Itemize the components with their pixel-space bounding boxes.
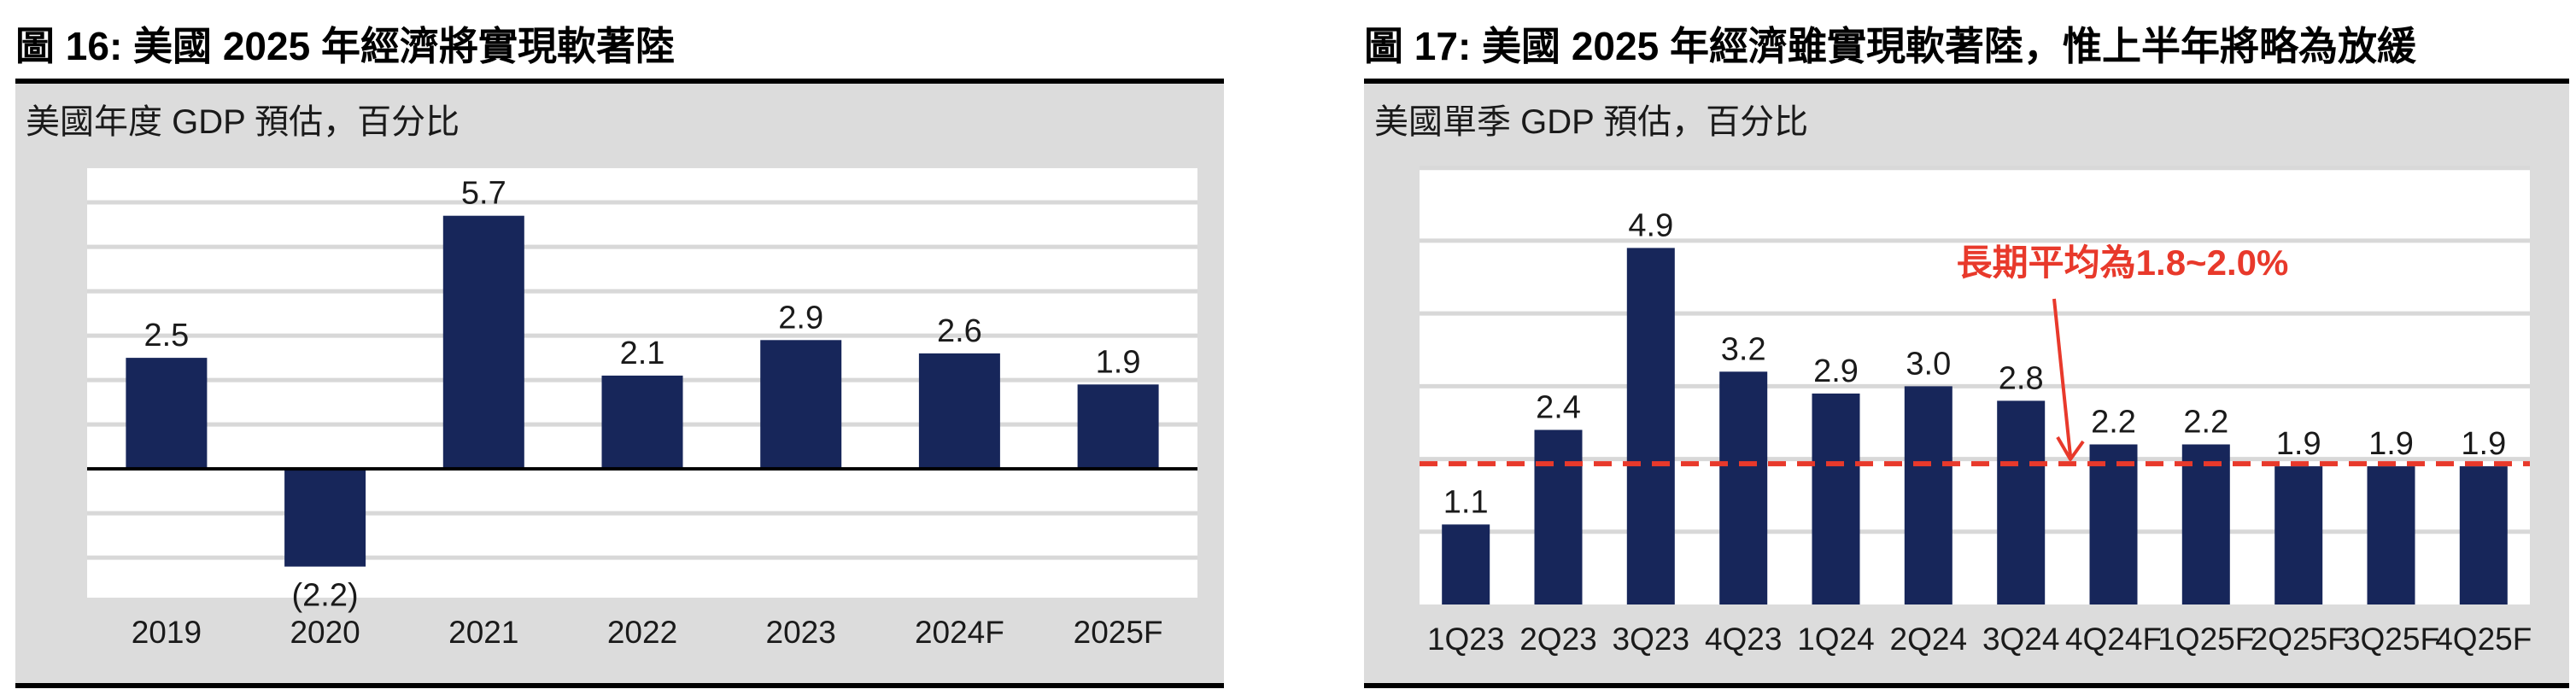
figure-17-chart-area: 美國單季 GDP 預估，百分比 1.1 2.4 4.9 3.2 2.9 3.0 2.8 2.2… xyxy=(1364,84,2569,688)
value-label: 5.7 xyxy=(461,176,506,212)
bar-3Q25F xyxy=(2367,466,2415,604)
bar-2022 xyxy=(601,375,683,470)
figure-16-header-rule xyxy=(15,79,1224,84)
x-axis-label: 2Q24 xyxy=(1890,622,1968,657)
annotation-arrow xyxy=(2052,298,2072,457)
x-axis-label: 2023 xyxy=(766,615,836,650)
figure-17-header-rule xyxy=(1364,79,2569,84)
x-axis-label: 1Q23 xyxy=(1427,622,1505,657)
value-label: 2.5 xyxy=(143,318,189,353)
bar-3Q23 xyxy=(1626,248,1675,604)
x-axis-label: 1Q24 xyxy=(1797,622,1875,657)
bar-3Q24 xyxy=(1997,400,2046,604)
value-label: (2.2) xyxy=(292,578,359,614)
bar-4Q25F xyxy=(2459,466,2508,604)
value-label: 1.1 xyxy=(1443,484,1489,520)
bar-2Q25F xyxy=(2274,466,2323,604)
figure-16-chart-area: 美國年度 GDP 預估，百分比 2.5 (2.2) 5.7 2.1 2.9 2.6 1.9 2… xyxy=(15,84,1224,688)
value-label: 1.9 xyxy=(1096,344,1141,380)
figure-17-subtitle: 美國單季 GDP 預估，百分比 xyxy=(1374,103,1809,141)
bar-2019 xyxy=(126,358,208,470)
value-label: 2.9 xyxy=(778,300,823,336)
value-label: 2.9 xyxy=(1813,353,1859,389)
value-label: 1.9 xyxy=(2276,426,2321,462)
x-axis-label: 4Q25F xyxy=(2435,622,2532,657)
x-axis-label: 2021 xyxy=(448,615,518,650)
value-label: 2.2 xyxy=(2183,405,2228,441)
x-axis-label: 2020 xyxy=(290,615,360,650)
x-axis-label: 3Q24 xyxy=(1982,622,2060,657)
x-axis-label: 1Q25F xyxy=(2157,622,2254,657)
value-label: 2.1 xyxy=(620,336,665,371)
figure-16-title: 圖 16: 美國 2025 年經濟將實現軟著陸 xyxy=(15,24,675,68)
bar-2021 xyxy=(442,215,524,470)
x-axis-label: 3Q23 xyxy=(1613,622,1690,657)
x-axis-label: 2019 xyxy=(132,615,202,650)
x-axis-label: 4Q24F xyxy=(2065,622,2162,657)
value-label: 1.9 xyxy=(2461,426,2506,462)
bar-4Q24F xyxy=(2089,444,2138,604)
figure-17-panel: 圖 17: 美國 2025 年經濟雖實現軟著陸，惟上半年將略為放緩 美國單季 G… xyxy=(1364,0,2569,695)
bar-2Q23 xyxy=(1534,429,1583,604)
x-axis-label: 2Q25F xyxy=(2251,622,2347,657)
reference-line-annotation: 長期平均為1.8~2.0% xyxy=(1957,242,2289,283)
bar-4Q23 xyxy=(1719,371,1768,604)
bar-1Q24 xyxy=(1812,393,1860,604)
value-label: 4.9 xyxy=(1628,207,1673,243)
figure-16-panel: 圖 16: 美國 2025 年經濟將實現軟著陸 美國年度 GDP 預估，百分比 … xyxy=(15,0,1224,695)
x-axis-label: 2025F xyxy=(1074,615,1163,650)
value-label: 1.9 xyxy=(2368,426,2414,462)
bar-2025F xyxy=(1077,384,1159,470)
value-label: 2.6 xyxy=(937,313,982,349)
value-label: 2.2 xyxy=(2091,405,2136,441)
annotation-arrow-head xyxy=(2056,436,2085,461)
value-label: 3.0 xyxy=(1906,346,1951,382)
value-label: 2.4 xyxy=(1536,390,1581,426)
value-label: 3.2 xyxy=(1721,331,1766,367)
x-axis-label: 3Q25F xyxy=(2343,622,2439,657)
bar-2023 xyxy=(760,340,842,470)
x-axis-label: 2024F xyxy=(915,615,1004,650)
figure-17-bar-chart: 1.1 2.4 4.9 3.2 2.9 3.0 2.8 2.2 2.2 1.9 1.9 1.9 長期平均… xyxy=(1420,166,2532,657)
figure-17-title: 圖 17: 美國 2025 年經濟雖實現軟著陸，惟上半年將略為放緩 xyxy=(1364,24,2416,68)
x-axis-label: 4Q23 xyxy=(1705,622,1783,657)
bar-2024F xyxy=(918,353,1000,470)
figure-16-bar-chart: 2.5 (2.2) 5.7 2.1 2.9 2.6 1.9 2019 2020 2021 2022 2… xyxy=(87,168,1197,650)
bar-1Q23 xyxy=(1442,524,1490,604)
x-axis-label: 2Q23 xyxy=(1519,622,1597,657)
bar-2Q24 xyxy=(1904,386,1952,604)
bar-1Q25F xyxy=(2181,444,2230,604)
bar-2020 xyxy=(284,469,366,567)
value-label: 2.8 xyxy=(1999,360,2044,396)
figure-16-subtitle: 美國年度 GDP 預估，百分比 xyxy=(26,103,460,141)
x-axis-label: 2022 xyxy=(607,615,677,650)
